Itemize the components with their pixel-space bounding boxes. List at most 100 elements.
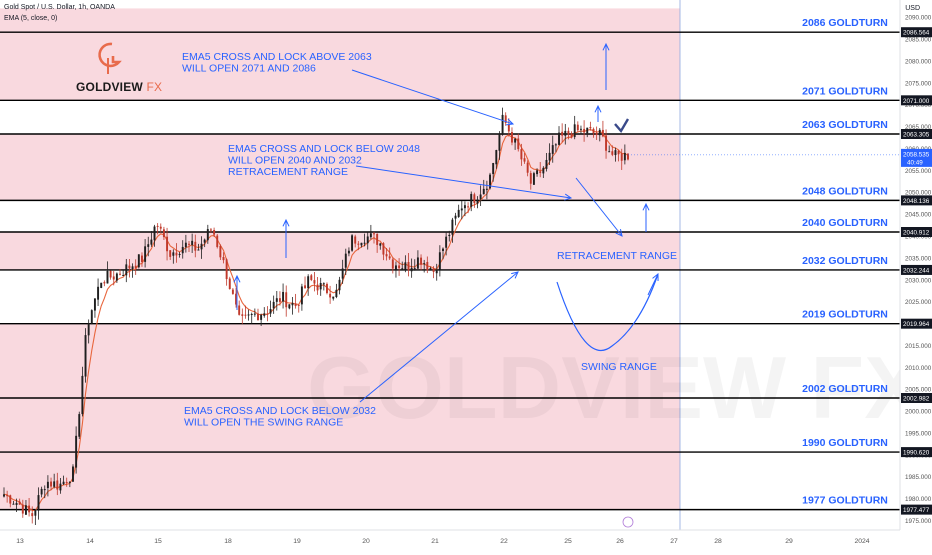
candle-body: [363, 242, 366, 244]
logo-brand: GOLDVIEW: [76, 80, 143, 94]
candle-body: [507, 124, 510, 132]
candle-body: [426, 261, 429, 271]
candle-body: [448, 234, 451, 237]
candle-body: [178, 254, 181, 256]
currency-label[interactable]: USD: [905, 5, 920, 12]
candle-body: [539, 171, 542, 173]
candle-body: [3, 494, 5, 497]
candle-body: [28, 505, 31, 513]
arrow-2032: [359, 271, 519, 403]
candle-body: [103, 282, 106, 284]
level-label-7: 2002 GOLDTURN: [802, 383, 888, 395]
y-tick-label: 2055.000: [905, 168, 932, 175]
price-tag-text-2: 2063.305: [903, 132, 930, 139]
level-label-5: 2032 GOLDTURN: [802, 255, 888, 267]
candle-body: [100, 282, 103, 288]
y-tick-label: 1985.000: [905, 474, 932, 481]
candle-body: [222, 257, 225, 261]
y-tick-label: 2085.000: [905, 37, 932, 44]
level-label-8: 1990 GOLDTURN: [802, 437, 888, 449]
y-tick-label: 1975.000: [905, 518, 932, 525]
candle-body: [476, 200, 479, 204]
countdown-text: 40:49: [907, 159, 923, 166]
candle-body: [445, 236, 448, 248]
candle-body: [316, 284, 319, 291]
price-tag-4: [901, 227, 932, 238]
candle-body: [576, 124, 579, 131]
arrow-up-mid-head: [282, 218, 290, 227]
candle-body: [347, 250, 350, 254]
candle-body: [595, 132, 598, 135]
y-tick-label: 2000.000: [905, 409, 932, 416]
candle-body: [329, 293, 332, 298]
candle-body: [432, 268, 435, 272]
candle-body: [536, 170, 539, 175]
x-tick-label: 29: [785, 538, 793, 545]
candle-body: [376, 233, 379, 245]
candle-body: [150, 239, 153, 245]
watermark-layer: GOLDVIEW FX: [307, 338, 923, 437]
candle-body: [554, 144, 557, 146]
candle-body: [532, 173, 535, 185]
candle-body: [34, 509, 37, 516]
y-tick-label: 1980.000: [905, 496, 932, 503]
swing-arrow-head: [647, 273, 659, 296]
candle-body: [529, 173, 532, 184]
candle-body: [253, 313, 256, 315]
candle-body: [109, 270, 112, 278]
candle-body: [241, 314, 244, 316]
candle-body: [394, 265, 397, 270]
candle-body: [551, 145, 554, 154]
candle-body: [467, 206, 470, 208]
y-tick-label: 2075.000: [905, 80, 932, 87]
candle-body: [288, 304, 291, 309]
y-tick-label: 2030.000: [905, 277, 932, 284]
candle-body: [526, 162, 529, 173]
x-tick-label: 2024: [854, 538, 869, 545]
logo-layer: [98, 42, 122, 74]
candle-body: [479, 194, 482, 199]
y-tick-label: 2005.000: [905, 387, 932, 394]
candle-body: [514, 138, 517, 143]
y-tick-label: 2050.000: [905, 190, 932, 197]
candle-body: [81, 375, 84, 415]
candle-body: [589, 126, 592, 129]
arrow-retrace-head: [615, 229, 623, 237]
candle-body: [162, 229, 165, 238]
price-tag-2: [901, 129, 932, 139]
price-tag-text-1: 2071.000: [903, 98, 930, 105]
event-marker-icon[interactable]: [622, 516, 634, 528]
candle-body: [225, 259, 228, 280]
candle-body: [567, 130, 570, 135]
level-label-9: 1977 GOLDTURN: [802, 495, 888, 507]
price-tag-0: [901, 27, 932, 38]
price-tag-9: [901, 504, 932, 515]
candle-body: [59, 483, 62, 491]
candle-body: [216, 235, 219, 248]
annotation-3-line-0: RETRACEMENT RANGE: [557, 250, 677, 262]
candle-body: [379, 243, 382, 246]
candle-body: [300, 286, 303, 305]
candle-body: [40, 488, 43, 495]
candle-body: [278, 298, 281, 302]
candle-body: [282, 291, 285, 302]
candle-body: [357, 243, 360, 245]
indicator-label[interactable]: EMA (5, close, 0): [4, 15, 58, 22]
candle-body: [275, 298, 278, 302]
candle-body: [153, 226, 156, 241]
candle-body: [112, 276, 115, 280]
arrow-2048-head: [564, 193, 573, 201]
candle-body: [191, 240, 194, 245]
candle-body: [341, 268, 344, 279]
candle-body: [141, 255, 143, 262]
candle-body: [169, 250, 172, 257]
candle-body: [21, 504, 24, 514]
candle-body: [564, 130, 567, 136]
candle-body: [137, 254, 140, 268]
candle-body: [266, 313, 269, 315]
candle-body: [206, 229, 209, 241]
ema-layer: [3, 129, 629, 512]
candle-body: [501, 114, 504, 135]
candle-body: [304, 285, 306, 289]
